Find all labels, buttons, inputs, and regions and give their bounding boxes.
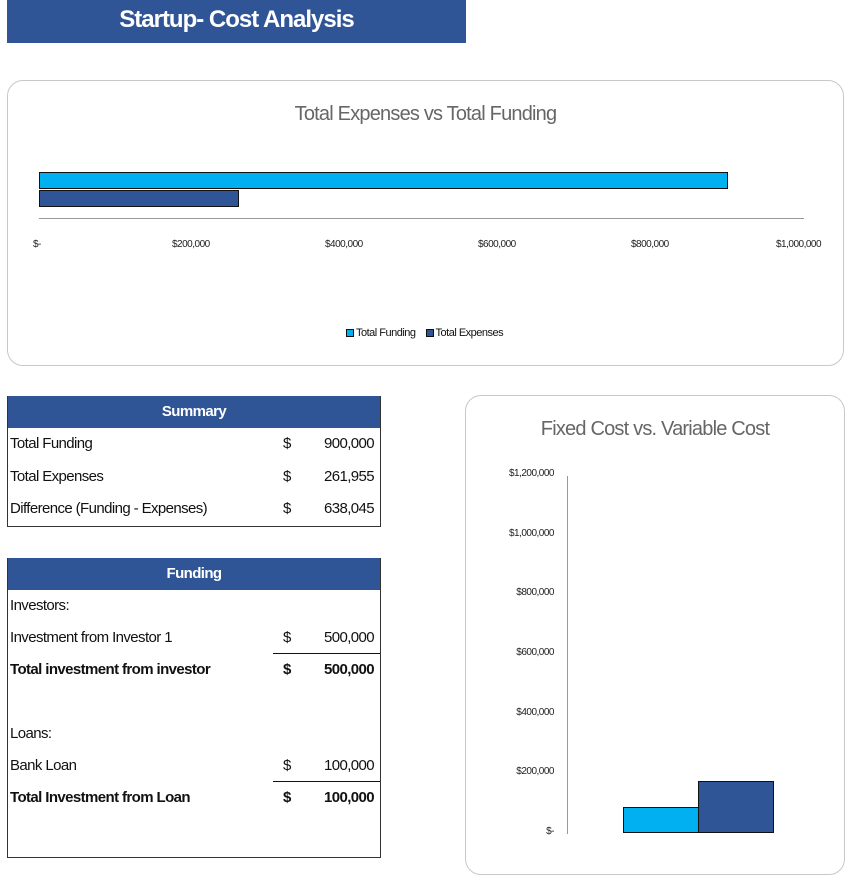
legend-expenses: Total Expenses bbox=[425, 327, 504, 339]
y-tick-label: $1,200,000 bbox=[508, 468, 555, 479]
funding-header: Funding bbox=[8, 558, 380, 590]
loans-label: Loans: bbox=[10, 725, 52, 742]
summary-header: Summary bbox=[8, 396, 380, 428]
investors-label: Investors: bbox=[10, 597, 70, 614]
loan-total-row: Total Investment from Loan $100,000 bbox=[10, 789, 375, 806]
y-tick-label: $- bbox=[546, 826, 554, 837]
investor1-row: Investment from Investor 1 $500,000 bbox=[8, 622, 380, 654]
bar-total-expenses bbox=[39, 190, 240, 207]
funding-vs-expenses-chart: Total Expenses vs Total Funding $- $200,0… bbox=[7, 80, 844, 366]
investor-total-row: Total investment from investor $500,000 bbox=[10, 661, 375, 678]
funding-table: Funding Investors: Investment from Inves… bbox=[7, 558, 381, 858]
y-tick-label: $1,000,000 bbox=[508, 527, 555, 539]
bar-fixed-cost bbox=[623, 807, 699, 833]
y-tick-label: $600,000 bbox=[516, 647, 554, 658]
chart-title: Fixed Cost vs. Variable Cost bbox=[540, 418, 770, 440]
x-tick-label: $800,000 bbox=[631, 239, 669, 250]
bar-variable-cost bbox=[698, 780, 774, 833]
x-axis bbox=[39, 218, 804, 219]
y-axis bbox=[567, 476, 568, 834]
legend-funding: Total Funding bbox=[346, 327, 416, 339]
x-tick-label: $1,000,000 bbox=[776, 239, 822, 250]
summary-table: Summary Total Funding $900,000 Total Expen… bbox=[7, 396, 381, 527]
bar-total-funding bbox=[39, 172, 728, 189]
chart-title: Total Expenses vs Total Funding bbox=[294, 103, 557, 125]
y-tick-label: $200,000 bbox=[516, 766, 554, 778]
x-tick-label: $- bbox=[33, 239, 41, 250]
summary-row: Total Expenses $261,955 bbox=[10, 467, 375, 485]
y-tick-label: $800,000 bbox=[516, 587, 554, 599]
fixed-vs-variable-chart: Fixed Cost vs. Variable Cost $- $200,000 $… bbox=[465, 395, 845, 875]
x-tick-label: $200,000 bbox=[172, 239, 210, 250]
x-tick-label: $400,000 bbox=[325, 239, 363, 250]
legend: Total Funding Total Expenses bbox=[346, 327, 504, 339]
bank-loan-row: Bank Loan $100,000 bbox=[8, 750, 380, 782]
page-title: Startup- Cost Analysis bbox=[7, 0, 466, 43]
y-tick-label: $400,000 bbox=[516, 706, 554, 718]
x-tick-label: $600,000 bbox=[478, 239, 516, 250]
summary-row: Total Funding $900,000 bbox=[10, 435, 375, 452]
summary-row: Difference (Funding - Expenses) $638,045 bbox=[10, 500, 375, 517]
